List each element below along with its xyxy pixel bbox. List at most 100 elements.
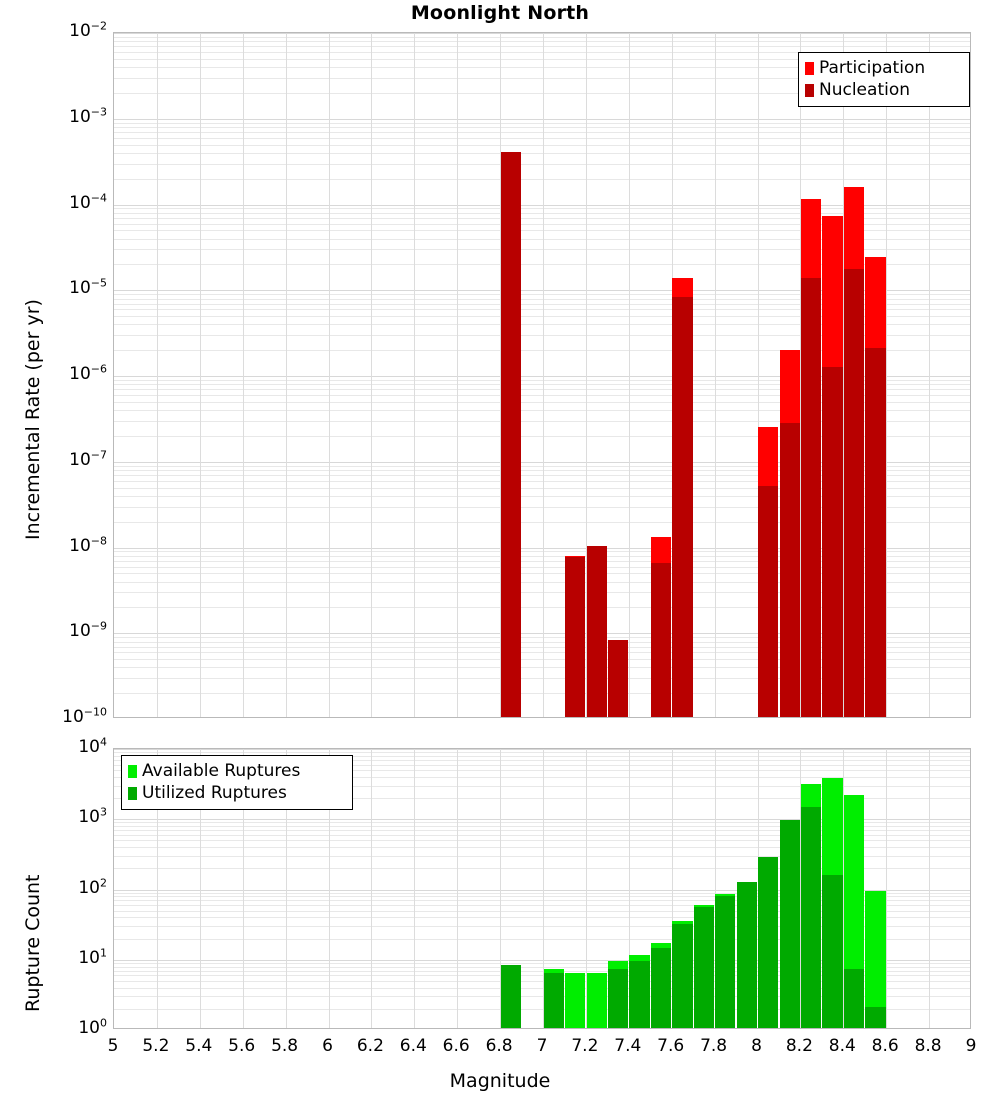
gridline-vertical: [200, 749, 201, 1028]
gridline-vertical: [929, 33, 930, 717]
gridline-minor: [114, 967, 970, 968]
x-tick-label: 7.4: [614, 1036, 642, 1056]
gridline-minor: [114, 835, 970, 836]
gridline-major: [114, 960, 970, 961]
bar-utilized-ruptures: [543, 973, 564, 1028]
gridline-minor: [114, 153, 970, 154]
gridline-minor: [114, 939, 970, 940]
gridline-vertical: [715, 33, 716, 717]
gridline-minor: [114, 840, 970, 841]
legend-swatch-icon: [128, 786, 137, 800]
bar-utilized-ruptures: [629, 960, 650, 1028]
gridline-minor: [114, 304, 970, 305]
gridline-minor: [114, 652, 970, 653]
gridline-minor: [114, 470, 970, 471]
gridline-vertical: [586, 33, 587, 717]
legend-label: Available Ruptures: [142, 761, 301, 781]
gridline-vertical: [457, 749, 458, 1028]
gridline-major: [114, 633, 970, 634]
bar-nucleation: [565, 557, 586, 717]
gridline-minor: [114, 905, 970, 906]
bar-utilized-ruptures: [843, 968, 865, 1028]
legend-item: Available Ruptures: [128, 760, 345, 782]
x-axis-title: Magnitude: [449, 1070, 551, 1092]
gridline-minor: [114, 395, 970, 396]
legend-swatch-icon: [805, 83, 814, 97]
gridline-minor: [114, 410, 970, 411]
gridline-minor: [114, 659, 970, 660]
x-tick-label: 8.8: [914, 1036, 942, 1056]
bar-utilized-ruptures: [779, 820, 800, 1028]
gridline-minor: [114, 900, 970, 901]
gridline-minor: [114, 384, 970, 385]
gridline-vertical: [286, 33, 287, 717]
x-tick-label: 5.4: [185, 1036, 213, 1056]
gridline-minor: [114, 164, 970, 165]
y-tick-label: 102: [78, 875, 107, 898]
rupture-count-plot: [113, 748, 971, 1029]
gridline-minor: [114, 138, 970, 139]
x-tick-label: 5.2: [142, 1036, 170, 1056]
gridline-major: [114, 290, 970, 291]
bar-nucleation: [843, 268, 865, 717]
bar-utilized-ruptures: [672, 924, 693, 1028]
gridline-minor: [114, 145, 970, 146]
gridline-minor: [114, 561, 970, 562]
bar-utilized-ruptures: [607, 968, 629, 1028]
gridline-vertical: [800, 749, 801, 1028]
bar-available-ruptures: [565, 973, 586, 1028]
gridline-minor: [114, 179, 970, 180]
bottom-bars-layer: [114, 749, 970, 1028]
gridline-major: [114, 890, 970, 891]
y-tick-label: 10−2: [69, 19, 107, 41]
x-tick-label: 7.8: [700, 1036, 728, 1056]
gridline-vertical: [715, 749, 716, 1028]
bar-nucleation: [822, 367, 843, 717]
gridline-minor: [114, 963, 970, 964]
gridline-vertical: [629, 749, 630, 1028]
x-tick-label: 6.4: [399, 1036, 427, 1056]
gridline-minor: [114, 380, 970, 381]
legend-swatch-icon: [805, 61, 814, 75]
x-tick-label: 7: [536, 1036, 548, 1056]
x-tick-label: 7.2: [571, 1036, 599, 1056]
gridline-minor: [114, 917, 970, 918]
gridline-vertical: [586, 749, 587, 1028]
gridline-vertical: [457, 33, 458, 717]
y-tick-label: 101: [78, 946, 107, 968]
bar-nucleation: [758, 485, 779, 717]
bar-utilized-ruptures: [500, 964, 521, 1028]
bar-nucleation: [607, 639, 629, 717]
legend-label: Nucleation: [819, 80, 911, 100]
gridline-minor: [114, 230, 970, 231]
gridline-major: [114, 33, 970, 34]
gridline-minor: [114, 93, 970, 94]
gridline-minor: [114, 760, 970, 761]
x-tick-label: 6: [322, 1036, 333, 1056]
gridline-major: [114, 819, 970, 820]
gridline-minor: [114, 1009, 970, 1010]
figure-title: Moonlight North: [410, 2, 590, 24]
gridline-minor: [114, 67, 970, 68]
y-tick-label: 10−8: [69, 533, 107, 556]
legend-label: Utilized Ruptures: [142, 783, 287, 803]
bar-available-ruptures: [586, 973, 607, 1028]
y-tick-label: 10−7: [69, 448, 107, 470]
gridline-vertical: [843, 749, 844, 1028]
gridline-minor: [114, 466, 970, 467]
top-bars-layer: [114, 33, 970, 717]
gridline-major: [114, 462, 970, 463]
gridline-minor: [114, 37, 970, 38]
gridline-minor: [114, 798, 970, 799]
bar-utilized-ruptures: [801, 807, 822, 1028]
y-tick-label: 10−4: [69, 190, 107, 213]
gridline-minor: [114, 567, 970, 568]
gridline-minor: [114, 678, 970, 679]
gridline-minor: [114, 350, 970, 351]
gridline-minor: [114, 41, 970, 42]
gridline-minor: [114, 647, 970, 648]
gridline-minor: [114, 299, 970, 300]
gridline-minor: [114, 642, 970, 643]
gridline-minor: [114, 637, 970, 638]
gridline-minor: [114, 294, 970, 295]
